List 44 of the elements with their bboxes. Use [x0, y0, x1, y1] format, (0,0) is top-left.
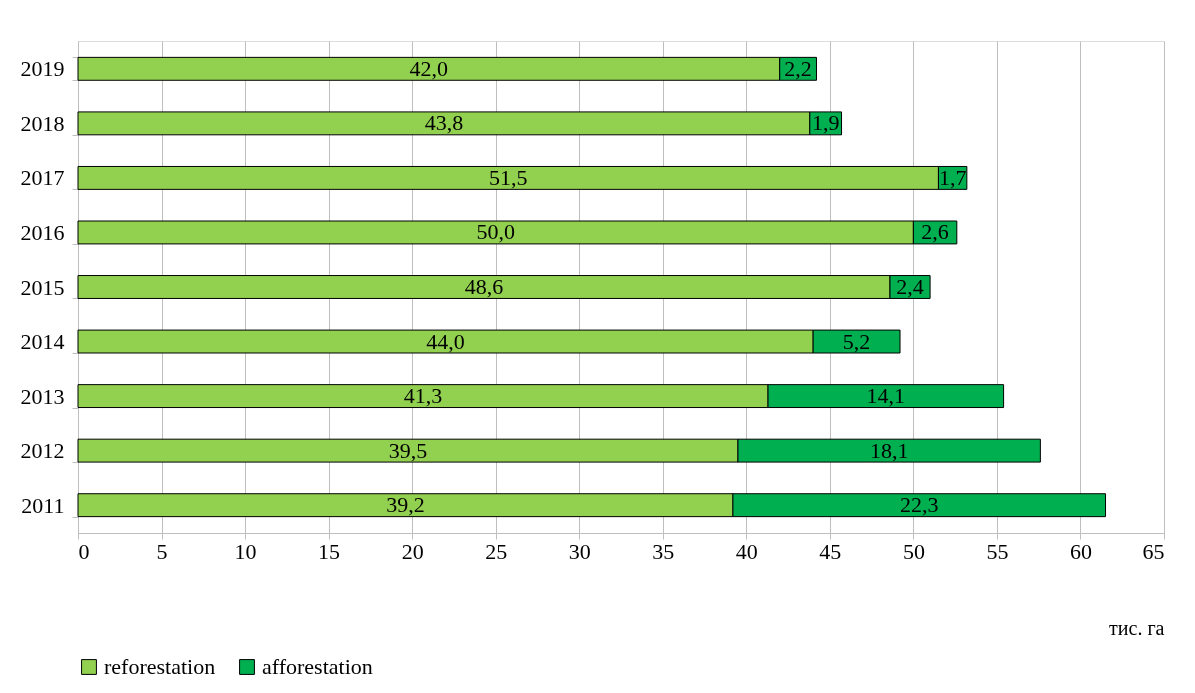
data-label: 22,3: [899, 492, 939, 518]
data-label: 42,0: [409, 55, 449, 81]
x-tick-label: 30: [568, 538, 591, 564]
y-tick-label: 2017: [20, 165, 65, 191]
x-axis-title: тис. га: [1109, 616, 1165, 639]
x-tick-label: 35: [652, 538, 675, 564]
data-label: 41,3: [403, 383, 443, 409]
legend-label: afforestation: [262, 654, 373, 679]
x-tick-label: 60: [1069, 538, 1092, 564]
data-label: 44,0: [426, 328, 465, 354]
y-tick-label: 2013: [20, 383, 65, 409]
x-tick-label: 0: [78, 538, 90, 564]
data-label: 39,2: [386, 492, 425, 518]
data-label: 2,4: [896, 274, 924, 299]
x-tick-label: 15: [318, 538, 341, 564]
x-tick-label: 50: [902, 538, 925, 564]
data-label: 1,7: [938, 164, 967, 190]
x-tick-label: 40: [735, 538, 758, 564]
data-label: 43,8: [424, 110, 464, 136]
x-tick-label: 55: [986, 538, 1009, 564]
x-tick-label: 10: [234, 538, 257, 564]
x-tick-label: 65: [1142, 538, 1165, 564]
data-label: 48,6: [464, 274, 504, 299]
data-label: 18,1: [869, 437, 909, 463]
data-label: 2,2: [784, 55, 812, 81]
y-tick-label: 2019: [20, 56, 65, 82]
y-tick-label: 2012: [20, 438, 65, 464]
data-label: 50,0: [476, 219, 515, 245]
y-tick-label: 2014: [20, 329, 65, 355]
data-label: 51,5: [488, 164, 528, 190]
data-label: 14,1: [866, 383, 906, 409]
y-tick-label: 2011: [21, 492, 65, 518]
data-label: 5,2: [842, 328, 871, 354]
x-tick-label: 20: [401, 538, 424, 564]
data-label: 1,9: [811, 110, 840, 136]
data-label: 39,5: [388, 437, 428, 463]
y-tick-label: 2016: [20, 219, 65, 245]
x-tick-label: 25: [485, 538, 508, 564]
data-label: 2,6: [921, 219, 949, 245]
legend-label: reforestation: [104, 654, 216, 679]
y-tick-label: 2015: [20, 274, 65, 300]
y-tick-label: 2018: [20, 110, 65, 136]
x-tick-label: 45: [819, 538, 842, 564]
x-tick-label: 5: [156, 538, 168, 564]
